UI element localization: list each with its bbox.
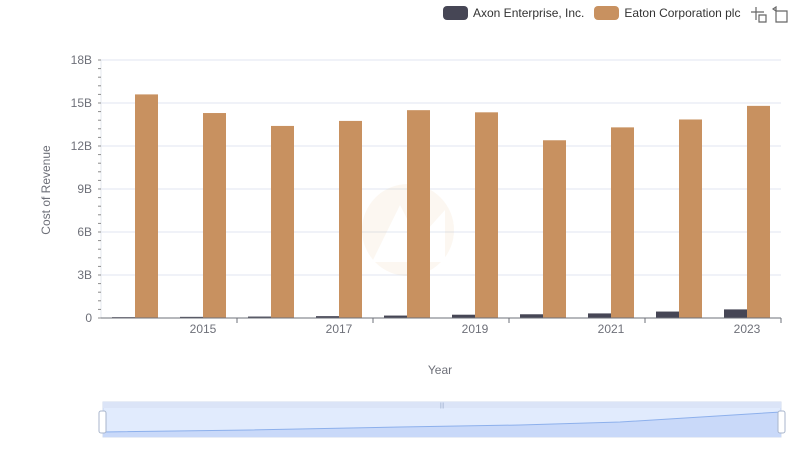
bar-axon-2020[interactable] <box>520 314 543 318</box>
bar-eaton-2022[interactable] <box>679 119 702 318</box>
toolbox <box>746 6 790 24</box>
data-zoom-preview-line <box>102 411 782 433</box>
data-zoom-left-handle[interactable] <box>98 410 107 434</box>
x-tick-label: 2019 <box>462 322 489 336</box>
data-zoom-slider[interactable]: ||| <box>98 401 786 438</box>
y-axis-labels: 0 3B 6B 9B 12B 15B 18B <box>71 53 93 325</box>
legend: Axon Enterprise, Inc. Eaton Corporation … <box>443 4 750 22</box>
data-zoom-top-bar[interactable] <box>103 402 781 408</box>
x-tick-label: 2023 <box>734 322 761 336</box>
bar-eaton-2019[interactable] <box>475 112 498 318</box>
bar-eaton-2018[interactable] <box>407 110 430 319</box>
bar-axon-2021[interactable] <box>588 313 611 318</box>
bar-axon-2023[interactable] <box>724 309 747 318</box>
data-zoom-grip: ||| <box>440 403 445 409</box>
legend-item-eaton[interactable]: Eaton Corporation plc <box>594 6 740 20</box>
y-tick-label: 3B <box>77 268 92 282</box>
y-tick-label: 12B <box>71 139 92 153</box>
bars <box>112 94 770 319</box>
data-zoom-right-handle[interactable] <box>777 410 786 434</box>
legend-swatch-eaton <box>594 6 620 20</box>
bar-axon-2019[interactable] <box>452 314 475 318</box>
data-zoom-preview-area <box>103 412 781 437</box>
bar-axon-2022[interactable] <box>656 311 679 318</box>
bar-eaton-2020[interactable] <box>543 140 566 318</box>
x-axis-title: Year <box>428 363 452 377</box>
x-tick-label: 2015 <box>190 322 217 336</box>
legend-item-axon[interactable]: Axon Enterprise, Inc. <box>443 6 584 20</box>
bar-eaton-2016[interactable] <box>271 125 294 318</box>
zoom-icon[interactable] <box>750 6 768 24</box>
bar-axon-2017[interactable] <box>316 316 339 318</box>
y-axis-title: Cost of Revenue <box>39 145 53 235</box>
bar-eaton-2023[interactable] <box>747 105 770 318</box>
y-tick-label: 18B <box>71 53 92 67</box>
x-tick-label: 2021 <box>598 322 625 336</box>
bar-axon-2015[interactable] <box>180 316 203 318</box>
bar-eaton-2021[interactable] <box>611 127 634 318</box>
legend-label-eaton: Eaton Corporation plc <box>624 6 741 20</box>
bar-axon-2018[interactable] <box>384 315 407 318</box>
bar-eaton-2014[interactable] <box>135 94 158 319</box>
bar-eaton-2017[interactable] <box>339 120 362 319</box>
y-tick-label: 0 <box>85 311 92 325</box>
x-axis: 2015 2017 2019 2021 2023 <box>101 317 782 336</box>
y-minor-ticks <box>98 59 102 319</box>
legend-swatch-axon <box>443 6 468 20</box>
restore-icon[interactable] <box>772 6 790 24</box>
y-tick-label: 9B <box>77 182 92 196</box>
bar-eaton-2015[interactable] <box>203 113 226 319</box>
y-tick-label: 6B <box>77 225 92 239</box>
x-tick-label: 2017 <box>326 322 353 336</box>
legend-label-axon: Axon Enterprise, Inc. <box>473 6 585 20</box>
y-tick-label: 15B <box>71 96 92 110</box>
bar-axon-2016[interactable] <box>248 316 271 318</box>
